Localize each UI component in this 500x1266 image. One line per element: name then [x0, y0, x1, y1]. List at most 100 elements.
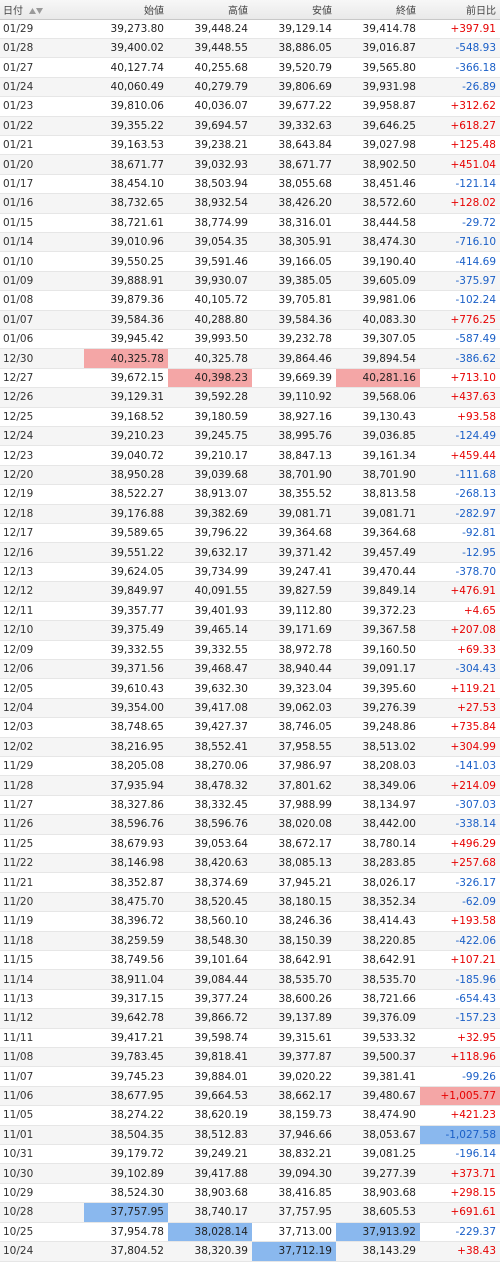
cell-open: 39,584.36	[84, 310, 168, 331]
cell-date: 12/23	[0, 445, 84, 466]
column-header-close[interactable]: 終値	[336, 0, 420, 20]
cell-close: 39,276.39	[336, 698, 420, 719]
cell-close: 38,780.14	[336, 834, 420, 854]
cell-open: 38,671.77	[84, 154, 168, 175]
table-row: 11/27 38,327.86 38,332.45 37,988.99 38,134.9…	[0, 795, 500, 816]
table-row: 01/14 39,010.96 39,054.35 38,305.91 38,474.3…	[0, 232, 500, 253]
cell-change: -282.97	[420, 504, 500, 525]
cell-high: 39,465.14	[168, 620, 252, 641]
cell-low: 39,385.05	[252, 271, 336, 292]
cell-date: 12/27	[0, 368, 84, 389]
cell-open: 38,327.86	[84, 795, 168, 816]
cell-high: 39,664.53	[168, 1086, 252, 1107]
table-row: 01/23 39,810.06 40,036.07 39,677.22 39,958.8…	[0, 96, 500, 117]
table-row: 01/17 38,454.10 38,503.94 38,055.68 38,451.4…	[0, 174, 500, 195]
cell-high: 40,091.55	[168, 581, 252, 602]
cell-close: 39,016.87	[336, 38, 420, 59]
cell-close: 38,605.53	[336, 1202, 420, 1223]
table-row: 11/28 37,935.94 38,478.32 37,801.62 38,349.0…	[0, 775, 500, 796]
cell-open: 38,911.04	[84, 969, 168, 990]
cell-close: 38,220.85	[336, 931, 420, 952]
cell-high: 38,774.99	[168, 213, 252, 233]
cell-change: -62.09	[420, 892, 500, 913]
cell-change: -185.96	[420, 969, 500, 990]
cell-high: 40,279.79	[168, 77, 252, 98]
cell-date: 11/19	[0, 911, 84, 932]
cell-low: 38,150.39	[252, 931, 336, 952]
cell-low: 38,020.08	[252, 814, 336, 835]
table-row: 11/11 39,417.21 39,598.74 39,315.61 39,533.3…	[0, 1028, 500, 1049]
column-header-high[interactable]: 高値	[168, 0, 252, 20]
cell-date: 12/12	[0, 581, 84, 602]
cell-open: 38,677.95	[84, 1086, 168, 1107]
cell-open: 37,757.95	[84, 1202, 168, 1223]
table-row: 12/11 39,357.77 39,401.93 39,112.80 39,372.2…	[0, 601, 500, 622]
cell-open: 40,325.78	[84, 348, 168, 369]
cell-date: 11/29	[0, 756, 84, 777]
cell-date: 12/30	[0, 348, 84, 369]
cell-open: 39,642.78	[84, 1008, 168, 1029]
cell-change: +32.95	[420, 1028, 500, 1049]
cell-low: 38,355.52	[252, 484, 336, 505]
cell-date: 01/10	[0, 251, 84, 272]
cell-high: 38,420.63	[168, 853, 252, 874]
cell-low: 38,746.05	[252, 717, 336, 738]
table-row: 10/30 39,102.89 39,417.88 39,094.30 39,277.3…	[0, 1163, 500, 1184]
cell-low: 39,827.59	[252, 581, 336, 602]
cell-open: 39,273.80	[84, 19, 168, 39]
cell-open: 38,679.93	[84, 834, 168, 854]
cell-date: 12/18	[0, 504, 84, 525]
table-row: 11/05 38,274.22 38,620.19 38,159.73 38,474.9…	[0, 1105, 500, 1126]
cell-close: 37,913.92	[336, 1222, 420, 1243]
cell-close: 38,902.50	[336, 154, 420, 175]
cell-change: -12.95	[420, 542, 500, 563]
table-row: 11/14 38,911.04 39,084.44 38,535.70 38,535.7…	[0, 969, 500, 990]
cell-close: 39,500.37	[336, 1047, 420, 1068]
cell-close: 40,281.16	[336, 368, 420, 389]
column-header-date[interactable]: 日付	[0, 0, 84, 20]
column-header-open[interactable]: 始値	[84, 0, 168, 20]
cell-open: 39,010.96	[84, 232, 168, 253]
cell-close: 39,568.06	[336, 387, 420, 408]
cell-high: 39,238.21	[168, 135, 252, 156]
cell-open: 38,721.61	[84, 213, 168, 233]
cell-low: 38,832.21	[252, 1144, 336, 1165]
table-row: 01/06 39,945.42 39,993.50 39,232.78 39,307.0…	[0, 329, 500, 350]
cell-date: 11/21	[0, 872, 84, 893]
cell-change: +735.84	[420, 717, 500, 738]
cell-change: +496.29	[420, 834, 500, 854]
cell-low: 38,600.26	[252, 989, 336, 1010]
cell-high: 39,417.08	[168, 698, 252, 719]
cell-open: 39,317.15	[84, 989, 168, 1010]
cell-close: 38,134.97	[336, 795, 420, 816]
cell-high: 38,503.94	[168, 174, 252, 195]
cell-change: -375.97	[420, 271, 500, 292]
column-header-change[interactable]: 前日比	[420, 0, 500, 20]
cell-high: 39,884.01	[168, 1066, 252, 1087]
column-header-low[interactable]: 安値	[252, 0, 336, 20]
cell-change: -386.62	[420, 348, 500, 369]
cell-open: 39,745.23	[84, 1066, 168, 1087]
table-row: 10/29 38,524.30 38,903.68 38,416.85 38,903.6…	[0, 1183, 500, 1204]
cell-open: 38,522.27	[84, 484, 168, 505]
cell-change: -654.43	[420, 989, 500, 1010]
cell-high: 39,377.24	[168, 989, 252, 1010]
cell-low: 37,712.19	[252, 1241, 336, 1262]
cell-low: 39,864.46	[252, 348, 336, 369]
cell-close: 38,349.06	[336, 775, 420, 796]
cell-close: 39,480.67	[336, 1086, 420, 1107]
cell-low: 38,940.44	[252, 659, 336, 680]
cell-open: 39,168.52	[84, 407, 168, 428]
table-row: 12/18 39,176.88 39,382.69 39,081.71 39,081.7…	[0, 504, 500, 525]
cell-low: 39,520.79	[252, 57, 336, 78]
cell-change: -121.14	[420, 174, 500, 195]
cell-low: 38,672.17	[252, 834, 336, 854]
cell-date: 01/27	[0, 57, 84, 78]
cell-open: 39,163.53	[84, 135, 168, 156]
sort-up-down-icon[interactable]	[29, 7, 44, 15]
cell-date: 12/26	[0, 387, 84, 408]
cell-close: 38,903.68	[336, 1183, 420, 1204]
cell-date: 01/07	[0, 310, 84, 331]
cell-high: 40,398.23	[168, 368, 252, 389]
table-row: 01/21 39,163.53 39,238.21 38,643.84 39,027.9…	[0, 135, 500, 156]
